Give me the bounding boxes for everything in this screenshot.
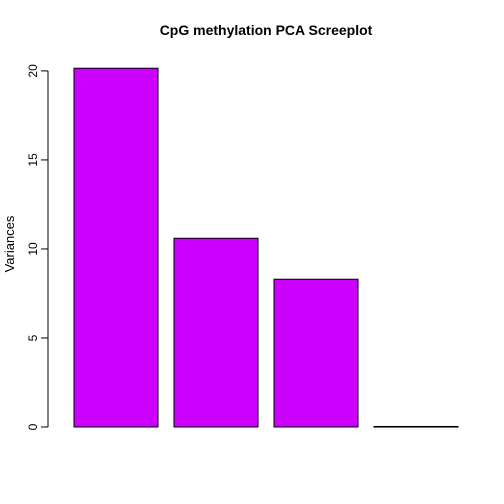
y-tick-label: 20 <box>26 64 40 78</box>
bar-2 <box>174 238 258 427</box>
chart-title: CpG methylation PCA Screeplot <box>160 22 373 38</box>
bar-1 <box>74 68 158 427</box>
y-tick-label: 15 <box>26 153 40 167</box>
bars-group <box>74 68 458 427</box>
y-axis: 0 5 10 15 20 <box>26 64 48 430</box>
bar-4 <box>374 426 458 427</box>
y-tick-label: 10 <box>26 242 40 256</box>
y-tick-label: 0 <box>26 423 40 430</box>
bar-3 <box>274 279 358 427</box>
y-tick-label: 5 <box>26 334 40 341</box>
y-axis-label: Variances <box>2 215 17 272</box>
